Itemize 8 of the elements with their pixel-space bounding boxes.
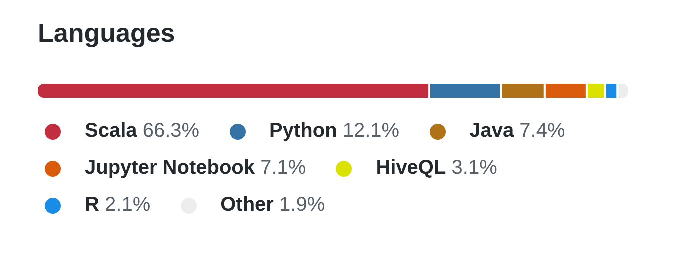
series-label: Scala 66.3% (85, 120, 200, 142)
legend-label: R 2.1% (85, 194, 151, 216)
legend-label: Other 1.9% (220, 194, 326, 216)
legend-label: Java 7.4% (470, 120, 566, 142)
legend-label: HiveQL 3.1% (376, 157, 498, 179)
legend-label: Python 12.1% (270, 120, 400, 142)
chart-title: Languages (38, 17, 176, 50)
legend-label: Jupyter Notebook 7.1% (85, 157, 306, 179)
